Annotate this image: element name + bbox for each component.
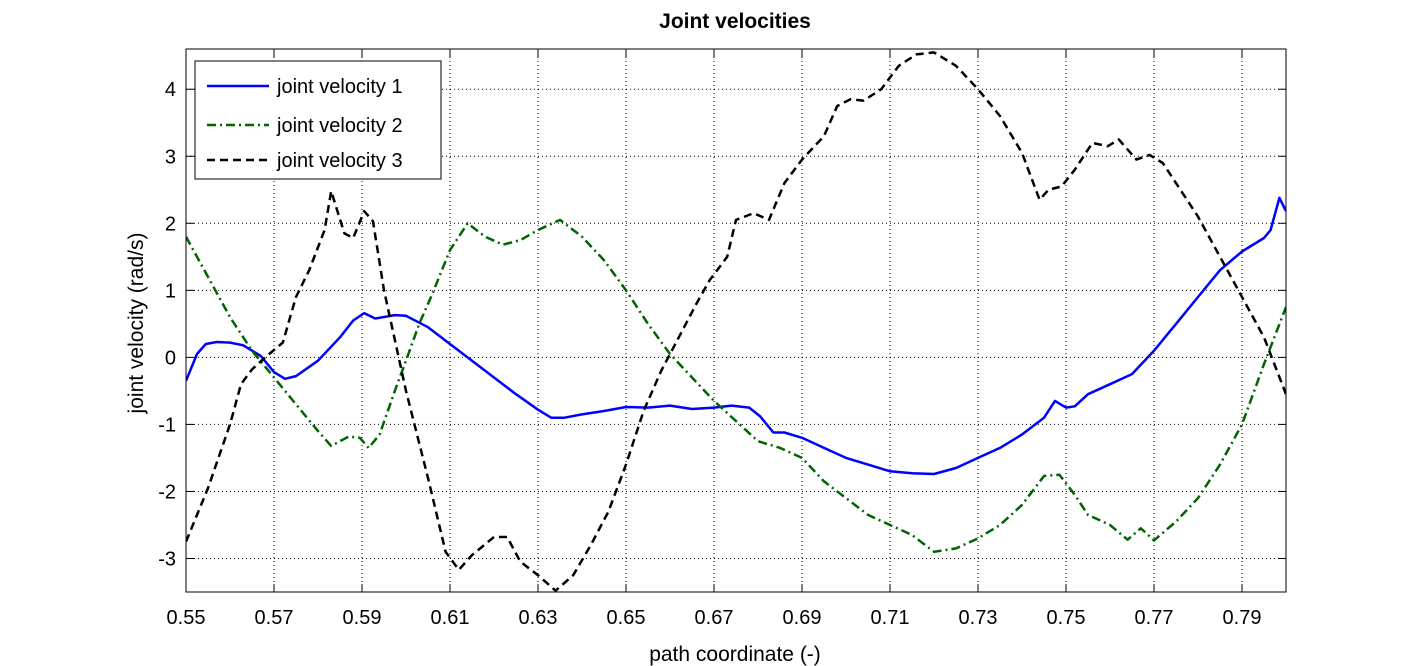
y-tick-label: -3 <box>158 548 176 570</box>
y-axis-tick-labels: -3 -2 -1 0 1 2 3 4 <box>158 79 176 570</box>
x-tick-label: 0.61 <box>431 607 470 629</box>
x-tick-label: 0.75 <box>1047 607 1086 629</box>
x-tick-label: 0.67 <box>695 607 734 629</box>
y-tick-label: -2 <box>158 481 176 503</box>
x-tick-label: 0.73 <box>959 607 998 629</box>
legend-label-joint-velocity-3: joint velocity 3 <box>276 150 403 172</box>
chart-title: Joint velocities <box>659 10 811 33</box>
plot-frame <box>185 48 1287 593</box>
x-tick-label: 0.71 <box>871 607 910 629</box>
series-line-joint-velocity-3 <box>186 51 1286 592</box>
x-tick-label: 0.69 <box>783 607 822 629</box>
y-tick-label: 2 <box>165 213 176 235</box>
series-layer <box>186 51 1286 592</box>
x-axis-tick-labels: 0.55 0.57 0.59 0.61 0.63 0.65 0.67 0.69 0.71 0.73… <box>167 607 1262 629</box>
legend-label-joint-velocity-1: joint velocity 1 <box>276 76 403 98</box>
y-tick-label: 0 <box>165 347 176 369</box>
x-tick-label: 0.57 <box>255 607 294 629</box>
x-tick-label: 0.63 <box>519 607 558 629</box>
series-line-joint-velocity-2 <box>186 218 1286 554</box>
axis-ticks <box>185 49 1286 592</box>
x-tick-label: 0.79 <box>1223 607 1262 629</box>
x-tick-label: 0.55 <box>167 607 206 629</box>
series-line-joint-velocity-1 <box>186 196 1286 476</box>
y-axis-title: joint velocity (rad/s) <box>125 233 148 415</box>
x-axis-title: path coordinate (-) <box>649 643 821 666</box>
y-tick-label: 4 <box>165 79 176 101</box>
y-tick-label: 3 <box>165 146 176 168</box>
x-tick-label: 0.59 <box>343 607 382 629</box>
x-tick-label: 0.65 <box>607 607 646 629</box>
legend: joint velocity 1 joint velocity 2 joint … <box>194 60 442 180</box>
y-tick-label: 1 <box>165 280 176 302</box>
x-tick-label: 0.77 <box>1135 607 1174 629</box>
y-tick-label: -1 <box>158 414 176 436</box>
legend-label-joint-velocity-2: joint velocity 2 <box>276 115 403 137</box>
